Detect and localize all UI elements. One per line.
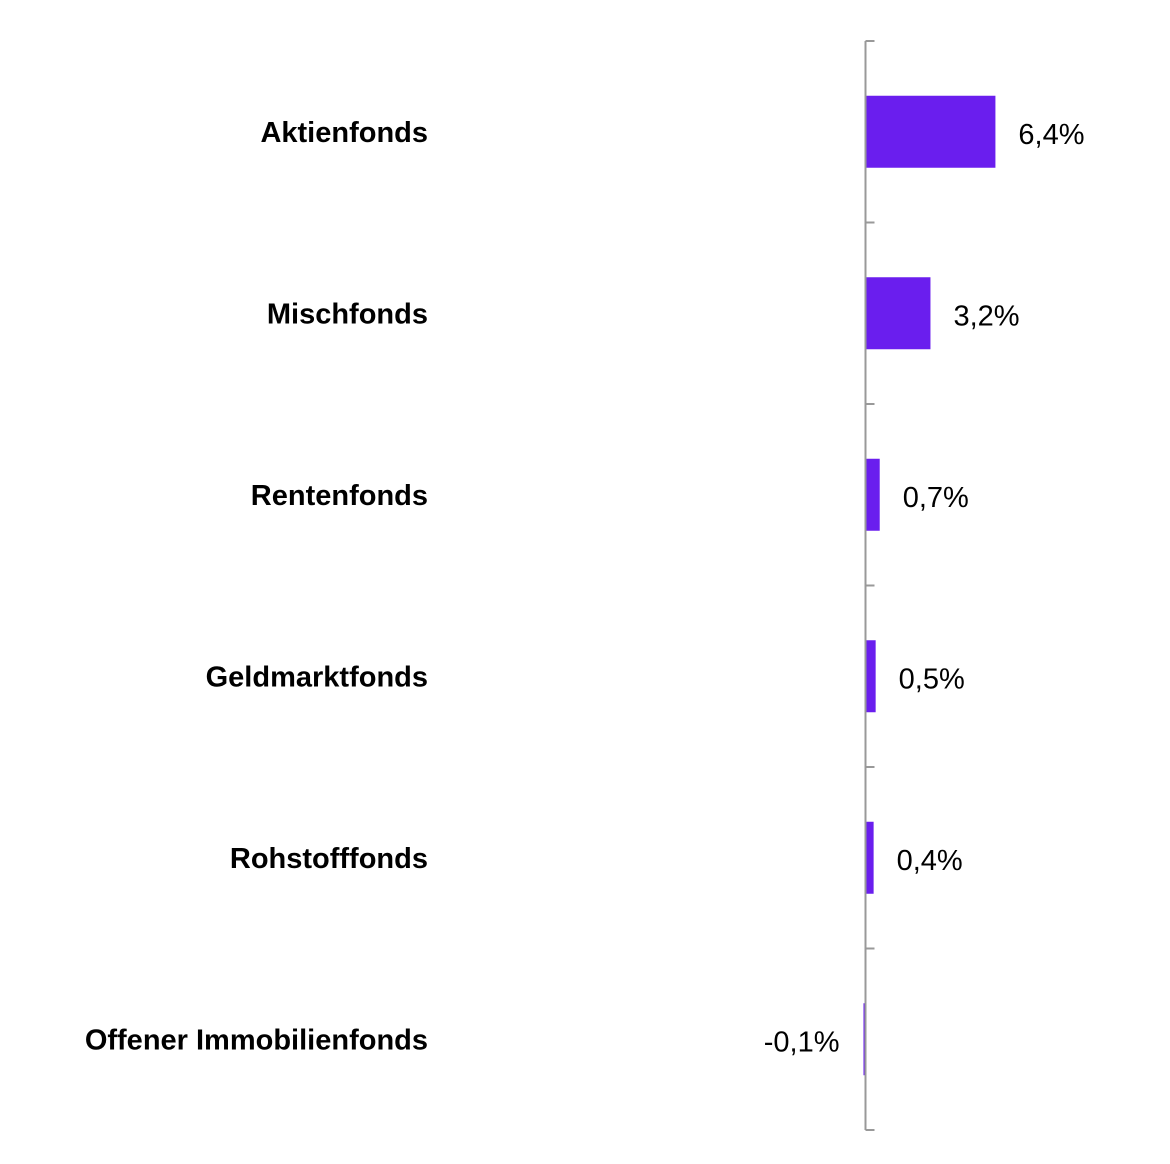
category-label: Offener Immobilienfonds [85, 1024, 428, 1056]
value-label: 3,2% [953, 300, 1019, 332]
value-label: 0,4% [897, 845, 963, 877]
category-label: Rohstofffonds [230, 843, 428, 875]
value-label: 6,4% [1018, 119, 1084, 151]
bar [865, 458, 880, 531]
category-label: Mischfonds [267, 298, 428, 330]
bar [863, 1003, 866, 1076]
bar [865, 277, 931, 350]
category-label: Aktienfonds [260, 117, 428, 149]
bar [865, 95, 996, 168]
value-label: 0,5% [899, 663, 965, 695]
bar [865, 821, 874, 894]
category-label: Geldmarktfonds [206, 661, 428, 693]
value-label: -0,1% [764, 1026, 840, 1058]
bar [865, 640, 876, 713]
value-label: 0,7% [903, 482, 969, 514]
category-label: Rentenfonds [251, 480, 428, 512]
